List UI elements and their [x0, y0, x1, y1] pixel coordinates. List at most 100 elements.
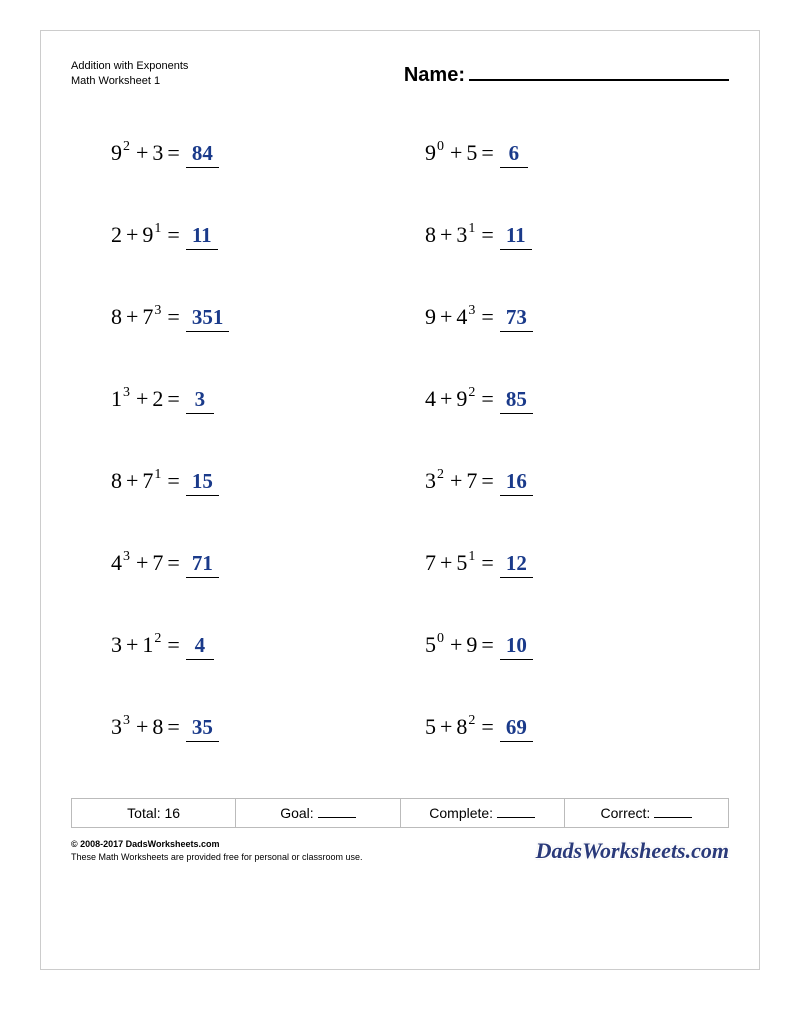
exponent: 3	[154, 303, 161, 318]
expression: 43+7	[111, 550, 163, 576]
problem: 32+7=16	[425, 468, 709, 496]
base: 9	[456, 386, 467, 411]
expression: 32+7	[425, 468, 477, 494]
problem: 2+91= 11	[111, 222, 395, 250]
exponent: 2	[437, 467, 444, 482]
footer: © 2008-2017 DadsWorksheets.com These Mat…	[71, 838, 729, 864]
answer: 85	[500, 387, 533, 414]
base: 3	[425, 468, 436, 493]
plus-operator: +	[450, 140, 462, 166]
footer-text: © 2008-2017 DadsWorksheets.com These Mat…	[71, 838, 362, 863]
name-label: Name:	[404, 64, 465, 87]
base: 8	[456, 714, 467, 739]
answer: 73	[500, 305, 533, 332]
plus-operator: +	[440, 550, 452, 576]
exponent: 2	[468, 385, 475, 400]
summary-goal: Goal:	[236, 799, 400, 828]
answer: 11	[500, 223, 532, 250]
expression: 5+82	[425, 714, 477, 740]
expression: 50+9	[425, 632, 477, 658]
base: 1	[111, 386, 122, 411]
worksheet-title: Addition with Exponents	[71, 59, 188, 74]
problem: 9+43= 73	[425, 304, 709, 332]
complete-blank[interactable]	[497, 805, 535, 818]
summary-correct: Correct:	[565, 799, 729, 828]
problem: 90+5=6	[425, 140, 709, 168]
expression: 8+73	[111, 304, 163, 330]
worksheet-page: Addition with Exponents Math Worksheet 1…	[40, 30, 760, 970]
addend: 2	[152, 386, 163, 412]
answer: 12	[500, 551, 533, 578]
exponent: 3	[468, 303, 475, 318]
equals-sign: =	[167, 386, 179, 412]
answer: 11	[186, 223, 218, 250]
problem: 50+9=10	[425, 632, 709, 660]
summary-row: Total: 16 Goal: Complete: Correct:	[71, 798, 729, 828]
worksheet-subtitle: Math Worksheet 1	[71, 74, 188, 89]
answer: 15	[186, 469, 219, 496]
addend: 5	[425, 714, 436, 740]
base: 9	[425, 140, 436, 165]
exponent: 0	[437, 139, 444, 154]
goal-blank[interactable]	[318, 805, 356, 818]
addend: 8	[425, 222, 436, 248]
equals-sign: =	[167, 550, 179, 576]
addend: 7	[466, 468, 477, 494]
plus-operator: +	[126, 468, 138, 494]
correct-blank[interactable]	[654, 805, 692, 818]
plus-operator: +	[450, 632, 462, 658]
answer: 71	[186, 551, 219, 578]
expression: 33+8	[111, 714, 163, 740]
equals-sign: =	[481, 714, 493, 740]
problem: 33+8=35	[111, 714, 395, 742]
equals-sign: =	[167, 222, 179, 248]
exponent: 2	[468, 713, 475, 728]
summary-complete: Complete:	[401, 799, 565, 828]
equals-sign: =	[167, 632, 179, 658]
equals-sign: =	[167, 468, 179, 494]
summary-total: Total: 16	[72, 799, 236, 828]
exponent: 3	[123, 549, 130, 564]
equals-sign: =	[481, 140, 493, 166]
addend: 5	[466, 140, 477, 166]
equals-sign: =	[481, 222, 493, 248]
problem: 8+31=11	[425, 222, 709, 250]
copyright: © 2008-2017 DadsWorksheets.com	[71, 838, 362, 851]
base: 1	[142, 632, 153, 657]
expression: 2+91	[111, 222, 163, 248]
exponent: 1	[154, 467, 161, 482]
equals-sign: =	[167, 714, 179, 740]
base: 7	[142, 304, 153, 329]
exponent: 1	[154, 221, 161, 236]
answer: 16	[500, 469, 533, 496]
addend: 8	[152, 714, 163, 740]
answer: 84	[186, 141, 219, 168]
problem: 13+2=3	[111, 386, 395, 414]
plus-operator: +	[440, 222, 452, 248]
answer: 4	[186, 633, 214, 660]
exponent: 1	[468, 221, 475, 236]
header-title-block: Addition with Exponents Math Worksheet 1	[71, 59, 188, 90]
equals-sign: =	[481, 304, 493, 330]
addend: 2	[111, 222, 122, 248]
exponent: 1	[468, 549, 475, 564]
exponent: 3	[123, 713, 130, 728]
problem: 3+12=4	[111, 632, 395, 660]
addend: 3	[152, 140, 163, 166]
equals-sign: =	[167, 304, 179, 330]
plus-operator: +	[126, 304, 138, 330]
problems-grid: 92+3=8490+5=62+91=118+31=118+73=3519+43=…	[71, 140, 729, 742]
name-blank-line[interactable]	[469, 59, 729, 81]
plus-operator: +	[126, 222, 138, 248]
base: 7	[142, 468, 153, 493]
expression: 92+3	[111, 140, 163, 166]
problem: 92+3= 84	[111, 140, 395, 168]
equals-sign: =	[167, 140, 179, 166]
expression: 9+43	[425, 304, 477, 330]
brand-logo: DadsWorksheets.com	[536, 838, 729, 864]
base: 3	[111, 714, 122, 739]
equals-sign: =	[481, 632, 493, 658]
problem: 7+51=12	[425, 550, 709, 578]
problem: 8+71= 15	[111, 468, 395, 496]
expression: 8+71	[111, 468, 163, 494]
